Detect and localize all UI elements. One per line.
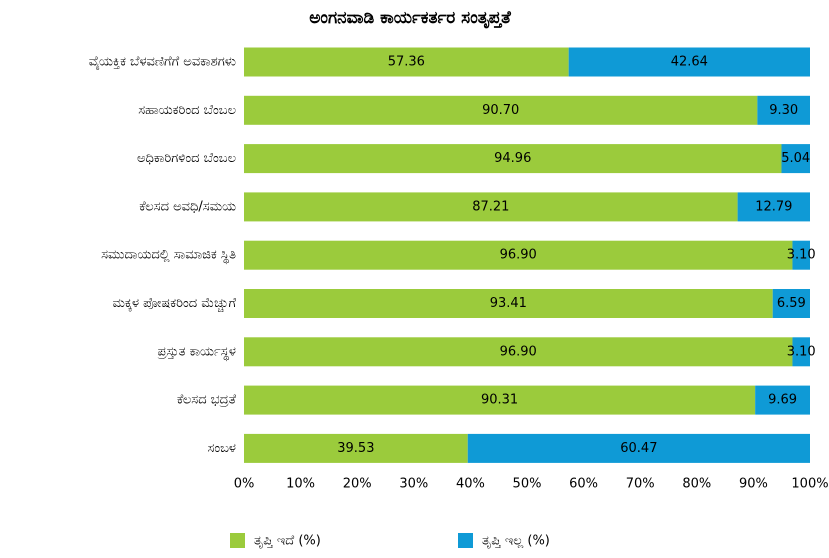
x-tick-label: 70% bbox=[626, 477, 655, 492]
category-label: ಅಧಿಕಾರಿಗಳಿಂದ ಬೆಂಬಲ bbox=[137, 151, 236, 166]
value-label: 96.90 bbox=[500, 344, 537, 359]
value-label: 90.31 bbox=[481, 393, 518, 408]
x-tick-label: 80% bbox=[682, 477, 711, 492]
category-label: ಸಹಾಯಕರಿಂದ ಬೆಂಬಲ bbox=[138, 103, 236, 118]
category-label: ಪ್ರಸ್ತುತ ಕಾರ್ಯಸ್ಥಳ bbox=[157, 344, 236, 361]
bar-segment bbox=[244, 433, 468, 463]
value-label: 5.04 bbox=[781, 151, 810, 166]
value-label: 60.47 bbox=[620, 441, 657, 456]
bar-segment bbox=[755, 385, 810, 415]
value-label: 9.69 bbox=[768, 393, 797, 408]
bar-segment bbox=[737, 192, 810, 222]
bar-segment bbox=[781, 144, 810, 174]
category-label: ಸಮುದಾಯದಲ್ಲಿ ಸಾಮಾಜಿಕ ಸ್ಥಿತಿ bbox=[101, 248, 236, 265]
bar-segment bbox=[244, 144, 782, 174]
value-label: 90.70 bbox=[482, 103, 519, 118]
bar-segment bbox=[772, 289, 810, 318]
bar-segment bbox=[757, 95, 810, 125]
bar-segment bbox=[467, 433, 810, 463]
value-label: 87.21 bbox=[472, 199, 509, 214]
value-label: 3.10 bbox=[787, 344, 816, 359]
legend-label: ತೃಪ್ತಿ ಇದೆ (%) bbox=[254, 534, 321, 549]
bar-segment bbox=[244, 240, 793, 270]
bar-segment bbox=[244, 289, 773, 318]
value-label: 93.41 bbox=[490, 296, 527, 311]
value-label: 57.36 bbox=[388, 55, 425, 70]
value-label: 6.59 bbox=[777, 296, 806, 311]
x-tick-label: 20% bbox=[343, 477, 372, 492]
category-label: ಕೆಲಸದ ಭದ್ರತೆ bbox=[177, 393, 237, 408]
chart-title: ಅಂಗನವಾಡಿ ಕಾರ್ಯಕರ್ತರ ಸಂತೃಪ್ತತೆ bbox=[309, 8, 512, 29]
legend-label: ತೃಪ್ತಿ ಇಲ್ಲ (%) bbox=[482, 534, 550, 549]
bar-segment bbox=[244, 337, 793, 367]
category-label: ವೈಯಕ್ತಿಕ ಬೆಳವಣಿಗೆಗೆ ಅವಕಾಶಗಳು bbox=[89, 55, 236, 70]
bar-segment bbox=[244, 47, 569, 77]
value-label: 94.96 bbox=[494, 151, 531, 166]
x-tick-label: 0% bbox=[234, 477, 255, 492]
value-label: 96.90 bbox=[500, 248, 537, 263]
value-label: 42.64 bbox=[671, 55, 708, 70]
category-label: ಕೆಲಸದ ಅವಧಿ/ಸಮಯ bbox=[139, 199, 236, 214]
x-tick-label: 10% bbox=[286, 477, 315, 492]
x-tick-label: 50% bbox=[513, 477, 542, 492]
x-tick-label: 40% bbox=[456, 477, 485, 492]
value-label: 12.79 bbox=[755, 199, 792, 214]
category-label: ಮಕ್ಕಳ ಪೋಷಕರಿಂದ ಮೆಚ್ಚುಗೆ bbox=[113, 296, 237, 312]
legend-swatch bbox=[458, 533, 473, 548]
bar-segment bbox=[244, 192, 738, 222]
value-label: 39.53 bbox=[337, 441, 374, 456]
bar-segment bbox=[244, 95, 758, 125]
x-tick-label: 100% bbox=[791, 477, 828, 492]
legend-swatch bbox=[230, 533, 245, 548]
bar-segment bbox=[568, 47, 810, 77]
bar-segment bbox=[244, 385, 756, 415]
bar-segment bbox=[792, 240, 810, 270]
x-tick-label: 30% bbox=[399, 477, 428, 492]
value-label: 3.10 bbox=[787, 248, 816, 263]
category-label: ಸಂಬಳ bbox=[207, 441, 236, 456]
x-tick-label: 60% bbox=[569, 477, 598, 492]
x-tick-label: 90% bbox=[739, 477, 768, 492]
bar-segment bbox=[792, 337, 810, 367]
value-label: 9.30 bbox=[769, 103, 798, 118]
